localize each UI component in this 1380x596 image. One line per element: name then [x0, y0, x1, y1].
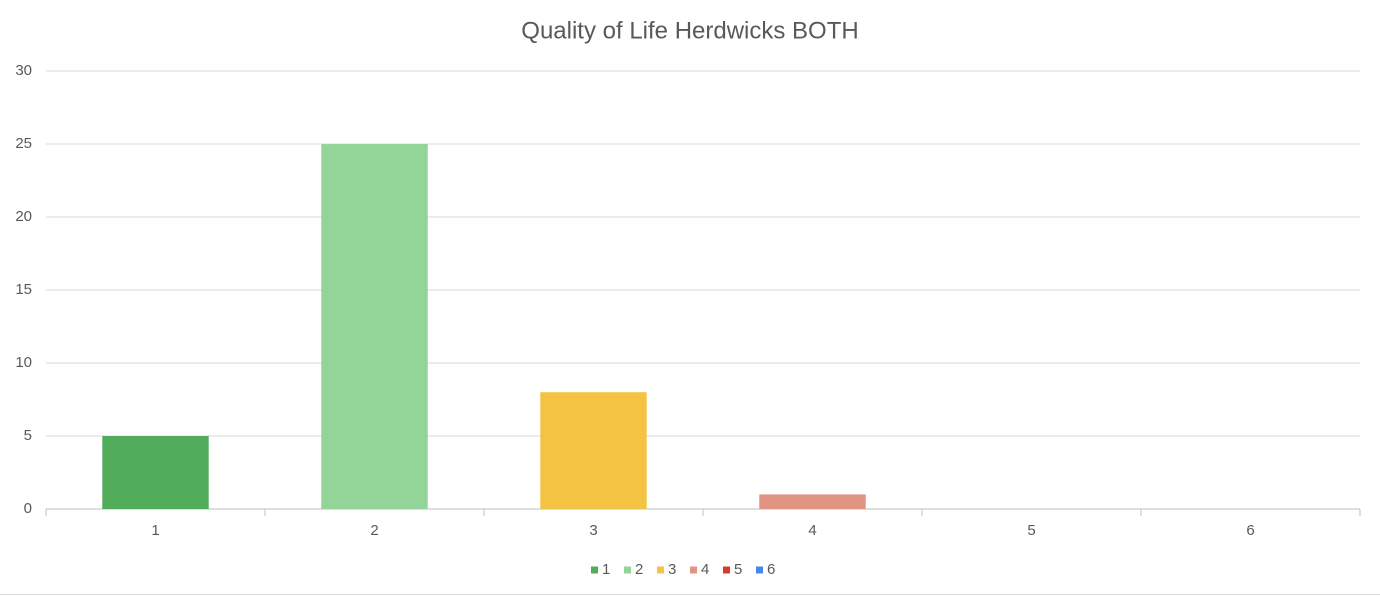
x-tick-label: 1 — [151, 522, 159, 539]
legend-label: 6 — [767, 561, 775, 578]
legend-swatch — [624, 566, 631, 574]
y-tick-label: 10 — [15, 354, 32, 371]
y-tick-label: 30 — [15, 62, 32, 79]
x-tick-label: 2 — [370, 522, 378, 539]
y-tick-label: 0 — [24, 500, 32, 517]
chart-title: Quality of Life Herdwicks BOTH — [521, 17, 858, 44]
legend-swatch — [591, 566, 598, 574]
x-tick-label: 4 — [808, 522, 816, 539]
legend-label: 3 — [668, 561, 676, 578]
bar — [321, 144, 428, 509]
bar — [759, 494, 866, 509]
y-tick-label: 25 — [15, 135, 32, 152]
legend-label: 4 — [701, 561, 709, 578]
legend-swatch — [690, 566, 697, 574]
legend-label: 2 — [635, 561, 643, 578]
y-tick-label: 20 — [15, 208, 32, 225]
bar — [102, 436, 209, 509]
legend-swatch — [756, 566, 763, 574]
y-tick-label: 15 — [15, 281, 32, 298]
legend-swatch — [657, 566, 664, 574]
legend-label: 1 — [602, 561, 610, 578]
x-tick-label: 5 — [1027, 522, 1035, 539]
bar — [540, 392, 647, 509]
legend-label: 5 — [734, 561, 742, 578]
x-tick-label: 3 — [589, 522, 597, 539]
y-tick-label: 5 — [24, 427, 32, 444]
legend-swatch — [723, 566, 730, 574]
x-tick-label: 6 — [1246, 522, 1254, 539]
